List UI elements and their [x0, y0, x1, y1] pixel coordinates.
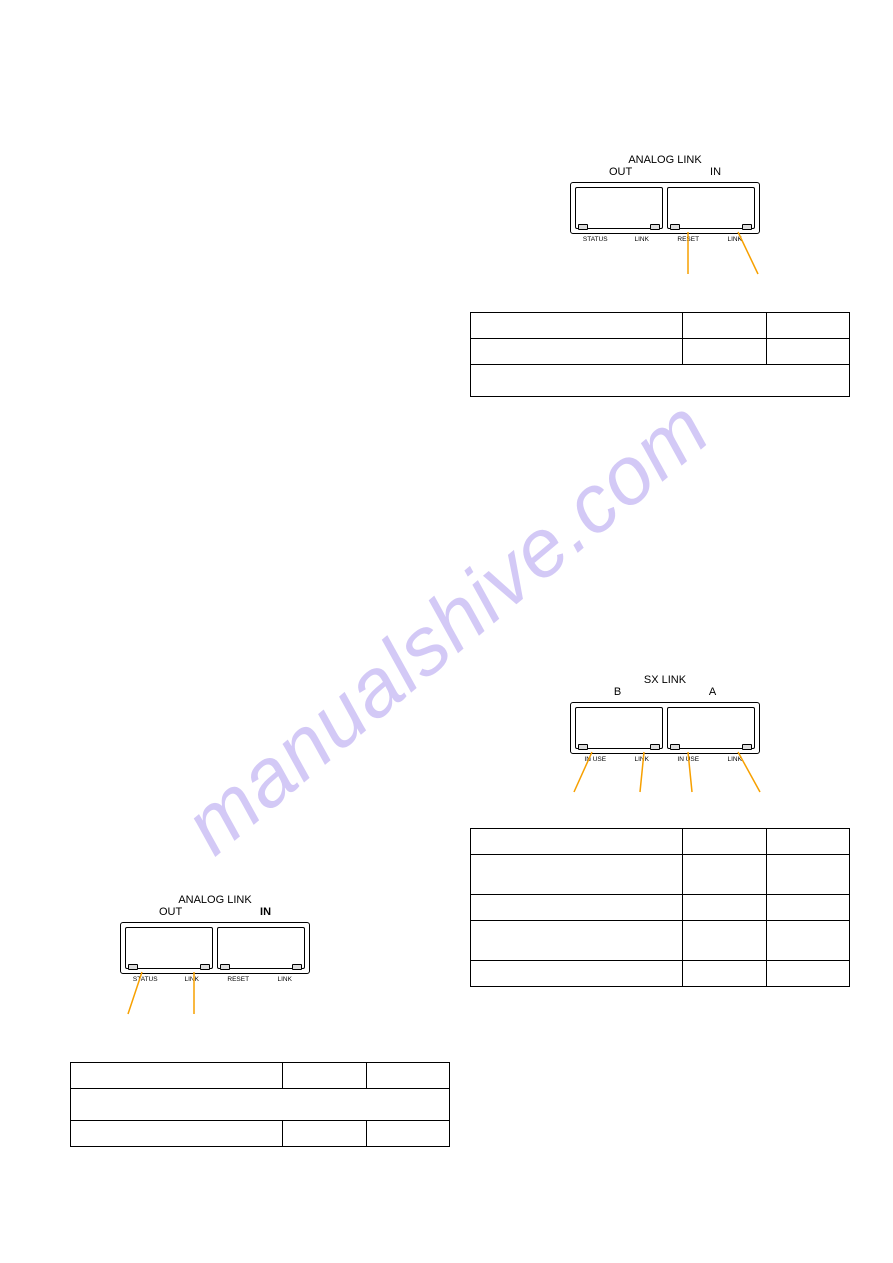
- cell: [766, 339, 849, 365]
- table-row: [71, 1121, 450, 1147]
- cell: [471, 921, 683, 961]
- table-row: [471, 313, 850, 339]
- cell: [366, 1121, 449, 1147]
- port-label-b: B: [614, 686, 621, 698]
- table-row: [71, 1063, 450, 1089]
- cell-span: [471, 365, 850, 397]
- tiny-link-b: LINK: [619, 756, 666, 763]
- analog-in-table: [470, 312, 850, 397]
- table-row: [471, 855, 850, 895]
- port-label-a: A: [709, 686, 716, 698]
- tiny-labels-row: STATUS LINK RESET LINK: [120, 974, 310, 983]
- cell: [683, 339, 766, 365]
- diagram-title: ANALOG LINK: [570, 154, 760, 166]
- table-row: [471, 339, 850, 365]
- jack-a: [667, 707, 755, 749]
- cell: [283, 1063, 366, 1089]
- led-link-out: [650, 224, 660, 230]
- cell: [683, 961, 766, 987]
- tiny-inuse-a: IN USE: [665, 756, 712, 763]
- jack-in: [217, 927, 305, 969]
- cell: [71, 1063, 283, 1089]
- led-reset: [670, 224, 680, 230]
- diagram-title: ANALOG LINK: [120, 894, 310, 906]
- cell: [683, 895, 766, 921]
- cell: [766, 921, 849, 961]
- cell: [366, 1063, 449, 1089]
- led-inuse-b: [578, 744, 588, 750]
- table-row: [71, 1089, 450, 1121]
- sx-link-table: [470, 828, 850, 987]
- cell: [471, 961, 683, 987]
- tiny-reset: RESET: [665, 236, 712, 243]
- led-link-b: [650, 744, 660, 750]
- cell: [71, 1121, 283, 1147]
- watermark-text: manualshive.com: [166, 381, 727, 873]
- cell: [766, 855, 849, 895]
- tiny-status: STATUS: [572, 236, 619, 243]
- led-reset: [220, 964, 230, 970]
- cell: [766, 895, 849, 921]
- cell: [766, 313, 849, 339]
- cell: [683, 313, 766, 339]
- led-link-out: [200, 964, 210, 970]
- tiny-link-a: LINK: [712, 756, 759, 763]
- port-label-in: IN: [260, 906, 271, 918]
- cell: [766, 829, 849, 855]
- tiny-reset: RESET: [215, 976, 262, 983]
- cell: [471, 313, 683, 339]
- table-row: [471, 895, 850, 921]
- led-link-in: [292, 964, 302, 970]
- tiny-labels-row: IN USE LINK IN USE LINK: [570, 754, 760, 763]
- table-row: [471, 961, 850, 987]
- cell: [471, 855, 683, 895]
- analog-link-out-diagram: ANALOG LINK OUT IN STATUS LINK RESET: [120, 894, 310, 983]
- tiny-link-out: LINK: [169, 976, 216, 983]
- port-label-out: OUT: [609, 166, 632, 178]
- led-status: [578, 224, 588, 230]
- jack-in: [667, 187, 755, 229]
- sx-link-diagram: SX LINK B A IN USE LINK IN USE LINK: [570, 674, 760, 763]
- table-row: [471, 829, 850, 855]
- jack-b: [575, 707, 663, 749]
- analog-out-table: [70, 1062, 450, 1147]
- tiny-link-in: LINK: [712, 236, 759, 243]
- jack-out: [575, 187, 663, 229]
- tiny-status: STATUS: [122, 976, 169, 983]
- cell: [683, 829, 766, 855]
- cell-span: [71, 1089, 450, 1121]
- cell: [471, 339, 683, 365]
- diagram-title: SX LINK: [570, 674, 760, 686]
- port-box: [570, 182, 760, 234]
- cell: [283, 1121, 366, 1147]
- port-label-in: IN: [710, 166, 721, 178]
- cell: [471, 829, 683, 855]
- table-row: [471, 365, 850, 397]
- cell: [683, 921, 766, 961]
- led-inuse-a: [670, 744, 680, 750]
- tiny-link-in: LINK: [262, 976, 309, 983]
- tiny-link-out: LINK: [619, 236, 666, 243]
- cell: [766, 961, 849, 987]
- tiny-labels-row: STATUS LINK RESET LINK: [570, 234, 760, 243]
- led-link-in: [742, 224, 752, 230]
- cell: [471, 895, 683, 921]
- port-label-out: OUT: [159, 906, 182, 918]
- led-link-a: [742, 744, 752, 750]
- cell: [683, 855, 766, 895]
- analog-link-in-diagram: ANALOG LINK OUT IN STATUS LINK RESET: [570, 154, 760, 243]
- led-status: [128, 964, 138, 970]
- tiny-inuse-b: IN USE: [572, 756, 619, 763]
- table-row: [471, 921, 850, 961]
- port-box: [570, 702, 760, 754]
- port-box: [120, 922, 310, 974]
- jack-out: [125, 927, 213, 969]
